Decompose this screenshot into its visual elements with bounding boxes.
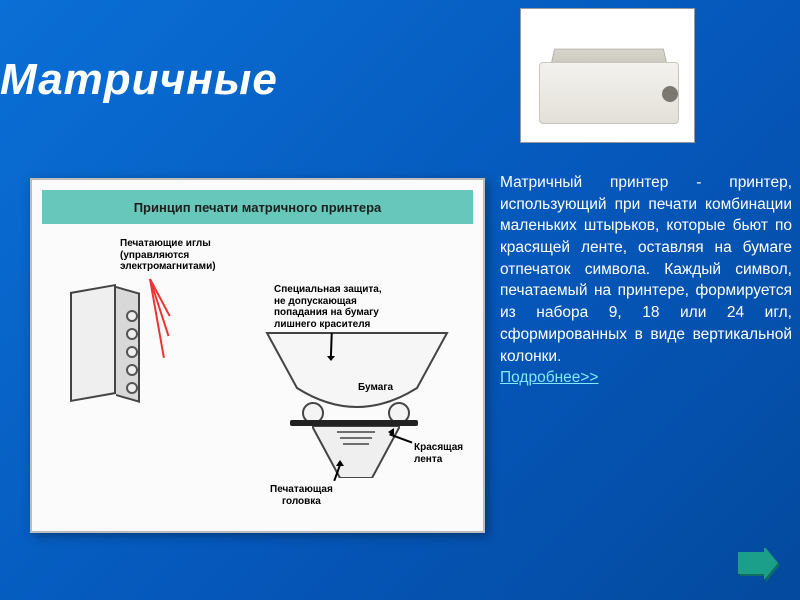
arrow-icon: [327, 356, 335, 361]
pin-icon: [126, 328, 138, 340]
printer-knob: [662, 86, 678, 102]
arrow-icon: [388, 428, 394, 436]
description-body: Матричный принтер - принтер, использующи…: [500, 174, 792, 365]
paper-shape: [262, 328, 452, 420]
pin-icon: [126, 364, 138, 376]
arrow-icon: [336, 460, 344, 466]
next-button[interactable]: [736, 548, 780, 582]
printer-photo: [520, 8, 695, 143]
print-head-below: [312, 426, 400, 478]
label-ribbon: Красящая лента: [414, 442, 463, 465]
pin-icon: [126, 382, 138, 394]
printer-body: [539, 62, 679, 124]
slide-title: Матричные: [0, 55, 278, 105]
pin-icon: [126, 310, 138, 322]
label-shield: Специальная защита, не допускающая попад…: [274, 284, 382, 330]
label-head: Печатающая головка: [270, 484, 333, 507]
label-pins: Печатающие иглы (управляются электромагн…: [120, 238, 216, 273]
pin-icon: [126, 346, 138, 358]
read-more-link[interactable]: Подробнее>>: [500, 369, 599, 386]
diagram-body: Печатающие иглы (управляются электромагн…: [32, 224, 483, 531]
description-text: Матричный принтер - принтер, использующи…: [500, 172, 792, 389]
label-paper: Бумага: [358, 382, 393, 394]
diagram-panel: Принцип печати матричного принтера Печат…: [30, 178, 485, 533]
print-head-face: [70, 284, 116, 402]
diagram-title: Принцип печати матричного принтера: [42, 190, 473, 224]
